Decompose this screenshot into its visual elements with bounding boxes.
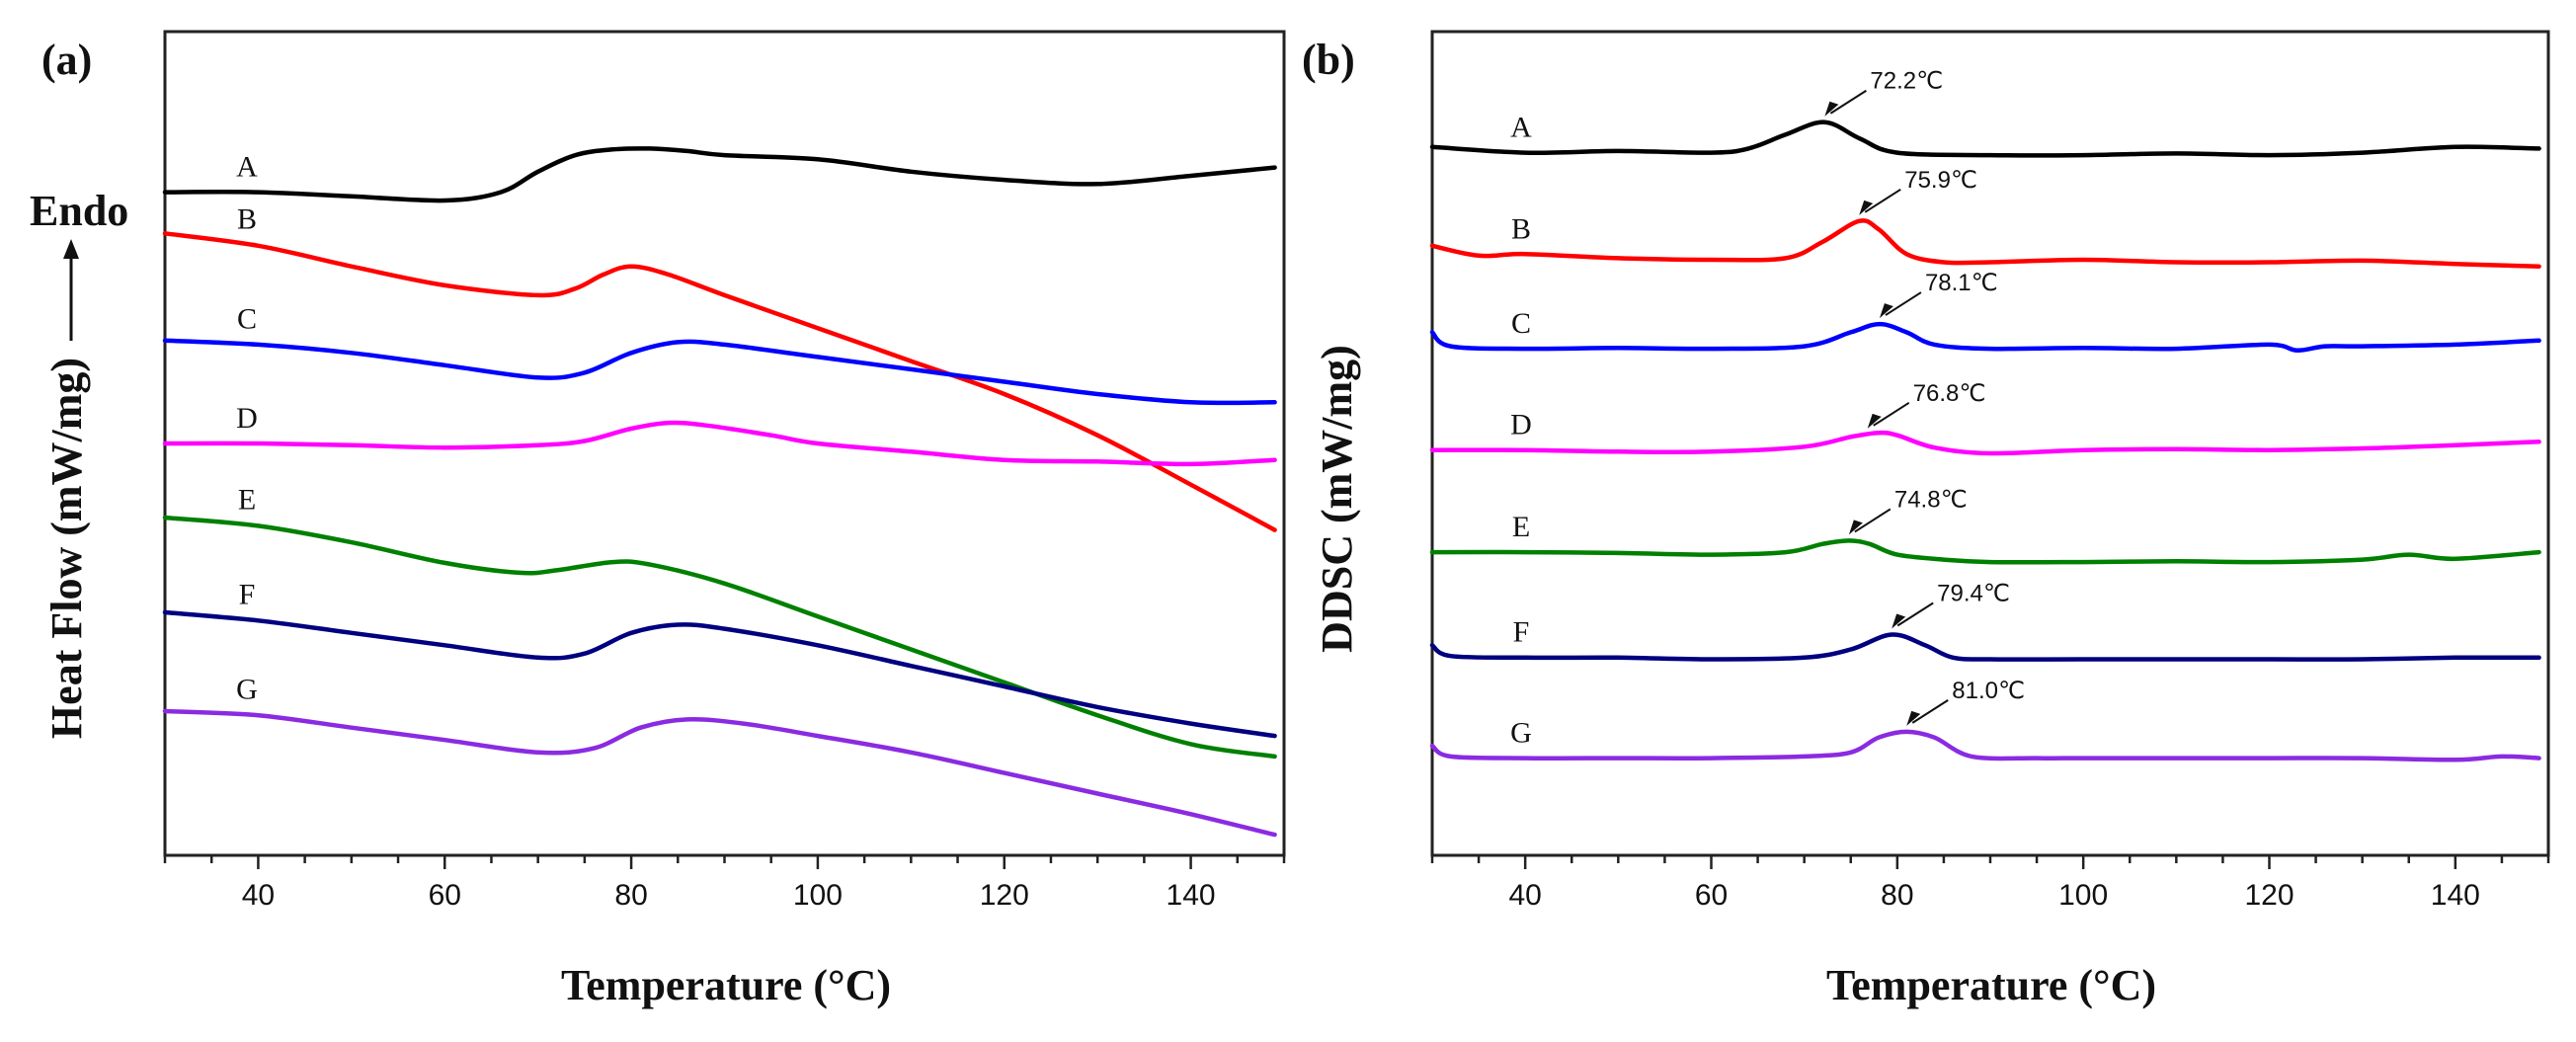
panel-a-x-tick-label: 100 <box>793 879 843 912</box>
panel-b-peak-annotations: 72.2℃ 75.9℃ 78.1℃ 76.8℃ 74.8℃ 79.4℃ 81.0℃ <box>1824 68 2025 726</box>
panel-a-y-axis-title: Heat Flow (mW/mg) <box>42 358 91 739</box>
endo-arrow-head <box>63 239 79 259</box>
panel-a-x-tick-label: 60 <box>429 879 461 912</box>
panel-b-series <box>1429 120 2541 762</box>
panel-a-curve-label-g: G <box>236 674 258 706</box>
panel-b-x-tick-label: 60 <box>1695 879 1728 912</box>
peak-arrow-head-g <box>1906 710 1921 726</box>
panel-b: (b) 40 60 80 100 120 140 A B C D E F G 72.2℃ 75.9℃ 78… <box>1302 30 2550 1009</box>
panel-a-x-tick-label: 40 <box>242 879 275 912</box>
peak-arrow-g <box>1911 699 1949 724</box>
panel-b-curve-labels: A B C D E F G <box>1510 111 1532 749</box>
endo-arrow <box>63 239 79 341</box>
peak-arrow-head-b <box>1859 200 1874 215</box>
peak-arrow-head-d <box>1867 413 1882 429</box>
panel-b-x-tick-label: 100 <box>2058 879 2108 912</box>
peak-arrow-e <box>1854 508 1892 533</box>
peak-arrow-b <box>1864 188 1901 213</box>
panel-a-curve-labels: AB C D E F G <box>236 151 258 706</box>
panel-b-series-a <box>1429 120 2541 158</box>
panel-b-series-g <box>1429 729 2541 762</box>
panel-b-series-b <box>1429 218 2541 269</box>
panel-a-curve-label-b: B <box>237 202 257 235</box>
panel-b-x-tick-label: 80 <box>1881 879 1913 912</box>
peak-label-e: 74.8℃ <box>1894 486 1968 513</box>
peak-label-a: 72.2℃ <box>1870 68 1943 95</box>
panel-a-series-b <box>162 231 1277 532</box>
panel-a-curve-label-f: F <box>239 578 256 610</box>
panel-b-x-axis-title: Temperature (°C) <box>1826 961 2156 1009</box>
panel-a-curve-label-e: E <box>238 483 256 516</box>
panel-b-y-axis-title: DDSC (mW/mg) <box>1313 345 1361 653</box>
panel-a-curve-label-d: D <box>236 402 258 435</box>
peak-arrow-head-a <box>1824 101 1839 117</box>
panel-b-x-ticks: 40 60 80 100 120 140 <box>1430 855 2550 912</box>
panel-b-curve-label-c: C <box>1511 307 1531 340</box>
panel-a-series <box>162 146 1277 838</box>
peak-arrow-a <box>1829 89 1867 115</box>
panel-b-curve-label-f: F <box>1513 616 1530 649</box>
peak-label-b: 75.9℃ <box>1904 167 1977 194</box>
panel-a-series-c <box>162 338 1277 406</box>
panel-b-series-c <box>1429 321 2541 354</box>
panel-b-curve-label-a: A <box>1510 111 1532 143</box>
panel-b-curve-label-g: G <box>1510 716 1532 749</box>
panel-a-x-axis-title: Temperature (°C) <box>561 961 891 1009</box>
panel-a-endo-label: Endo <box>30 187 128 235</box>
panel-a-curve-label-a: A <box>236 151 258 184</box>
panel-b-curve-label-b: B <box>1511 212 1531 245</box>
panel-a: (a) 40 60 80 100 120 140 AB C D E F G Temperature … <box>30 30 1286 1009</box>
peak-arrow-c <box>1885 291 1922 316</box>
peak-label-f: 79.4℃ <box>1937 580 2010 606</box>
panel-b-x-tick-label: 120 <box>2244 879 2294 912</box>
panel-b-series-e <box>1429 538 2541 565</box>
panel-b-series-f <box>1429 632 2541 662</box>
peak-arrow-head-e <box>1848 520 1863 535</box>
peak-arrow-head-c <box>1879 303 1893 319</box>
peak-label-g: 81.0℃ <box>1952 678 2025 704</box>
panel-a-curve-label-c: C <box>237 302 257 335</box>
panel-b-x-tick-label: 40 <box>1508 879 1541 912</box>
panel-a-series-d <box>162 420 1277 467</box>
peak-arrow-head-f <box>1892 613 1906 629</box>
peak-arrow-f <box>1896 601 1934 627</box>
peak-label-c: 78.1℃ <box>1925 270 1998 296</box>
panel-a-series-f <box>162 609 1277 739</box>
peak-label-d: 76.8℃ <box>1913 380 1986 407</box>
panel-a-x-ticks: 40 60 80 100 120 140 <box>163 855 1286 912</box>
panel-b-curve-label-d: D <box>1510 409 1532 441</box>
panel-a-label: (a) <box>41 36 92 84</box>
panel-a-x-tick-label: 80 <box>614 879 647 912</box>
panel-a-series-a <box>162 146 1277 203</box>
panel-b-x-tick-label: 140 <box>2431 879 2480 912</box>
panel-a-series-e <box>162 515 1277 760</box>
panel-a-series-g <box>162 708 1277 838</box>
panel-a-x-tick-label: 120 <box>980 879 1029 912</box>
peak-arrow-d <box>1873 401 1910 427</box>
panel-a-x-tick-label: 140 <box>1167 879 1216 912</box>
panel-b-label: (b) <box>1302 36 1355 84</box>
panel-b-series-d <box>1429 430 2541 456</box>
panel-b-curve-label-e: E <box>1512 511 1530 543</box>
